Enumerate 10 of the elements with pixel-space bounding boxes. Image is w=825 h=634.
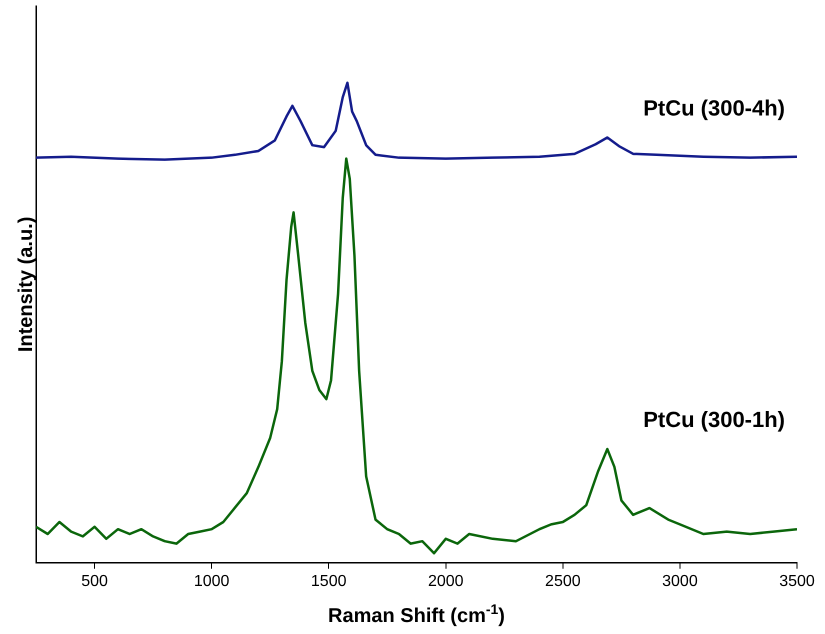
x-tick-label: 1500 bbox=[310, 572, 347, 590]
x-tick-label: 3500 bbox=[779, 572, 815, 590]
x-tick-label: 1000 bbox=[194, 572, 230, 590]
x-tick-label: 3000 bbox=[662, 572, 698, 590]
x-tick-label: 2500 bbox=[545, 572, 581, 590]
series-label: PtCu (300-4h) bbox=[643, 96, 785, 121]
x-tick-label: 2000 bbox=[428, 572, 464, 590]
series-label: PtCu (300-1h) bbox=[643, 407, 785, 432]
y-axis-title: Intensity (a.u.) bbox=[15, 216, 37, 352]
x-tick-label: 500 bbox=[81, 572, 108, 590]
